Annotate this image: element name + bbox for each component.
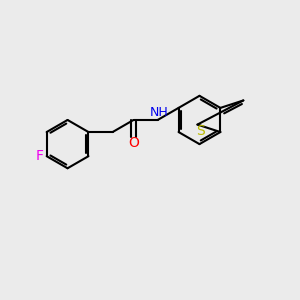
Text: NH: NH xyxy=(150,106,169,119)
Text: O: O xyxy=(128,136,139,150)
Text: F: F xyxy=(36,149,44,163)
Text: S: S xyxy=(196,124,205,138)
